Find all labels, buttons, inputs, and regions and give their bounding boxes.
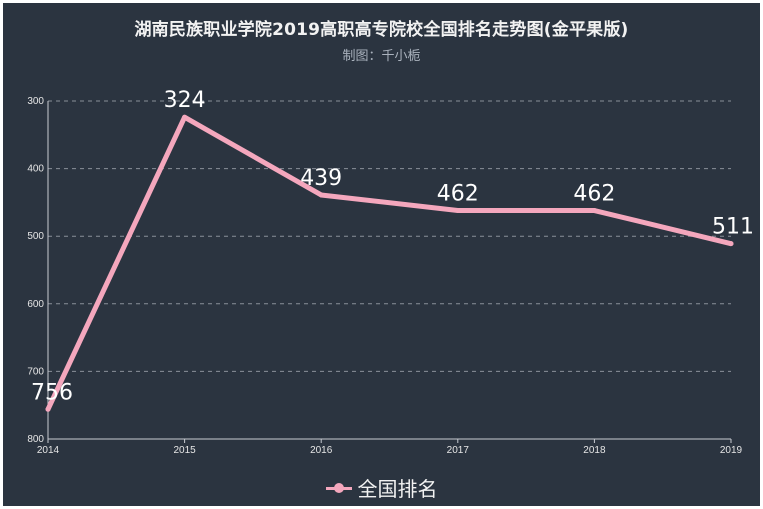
y-tick-label: 800 (27, 434, 44, 445)
x-tick-label: 2016 (310, 445, 333, 456)
legend-swatch-icon (325, 481, 352, 495)
x-tick-label: 2015 (173, 445, 196, 456)
legend-item-series[interactable]: 全国排名 (325, 473, 438, 502)
chart-panel: 湖南民族职业学院2019高职高专院校全国排名走势图(金平果版) 制图：千小栀 3… (3, 3, 760, 506)
y-tick-label: 600 (27, 299, 44, 310)
y-tick-label: 700 (27, 366, 44, 377)
legend-label: 全国排名 (357, 477, 438, 501)
data-point (455, 208, 461, 214)
data-label: 462 (437, 182, 479, 207)
data-point (728, 241, 734, 247)
y-tick-label: 300 (27, 96, 44, 107)
data-label: 462 (573, 182, 615, 207)
data-point (318, 192, 324, 198)
data-label: 511 (712, 215, 754, 240)
data-point (182, 114, 188, 120)
data-point (591, 208, 597, 214)
chart-title: 湖南民族职业学院2019高职高专院校全国排名走势图(金平果版) (134, 20, 629, 40)
data-point (45, 406, 51, 412)
x-tick-label: 2014 (37, 445, 60, 456)
y-tick-label: 500 (27, 231, 44, 242)
x-tick-label: 2018 (583, 445, 606, 456)
data-label: 756 (31, 380, 73, 405)
data-label: 324 (164, 88, 206, 113)
x-tick-label: 2017 (447, 445, 470, 456)
data-label: 439 (300, 166, 342, 191)
y-tick-label: 400 (27, 164, 44, 175)
x-tick-label: 2019 (720, 445, 743, 456)
series-line (45, 114, 734, 412)
chart-subtitle: 制图：千小栀 (342, 49, 421, 64)
legend: 全国排名 (3, 473, 760, 502)
